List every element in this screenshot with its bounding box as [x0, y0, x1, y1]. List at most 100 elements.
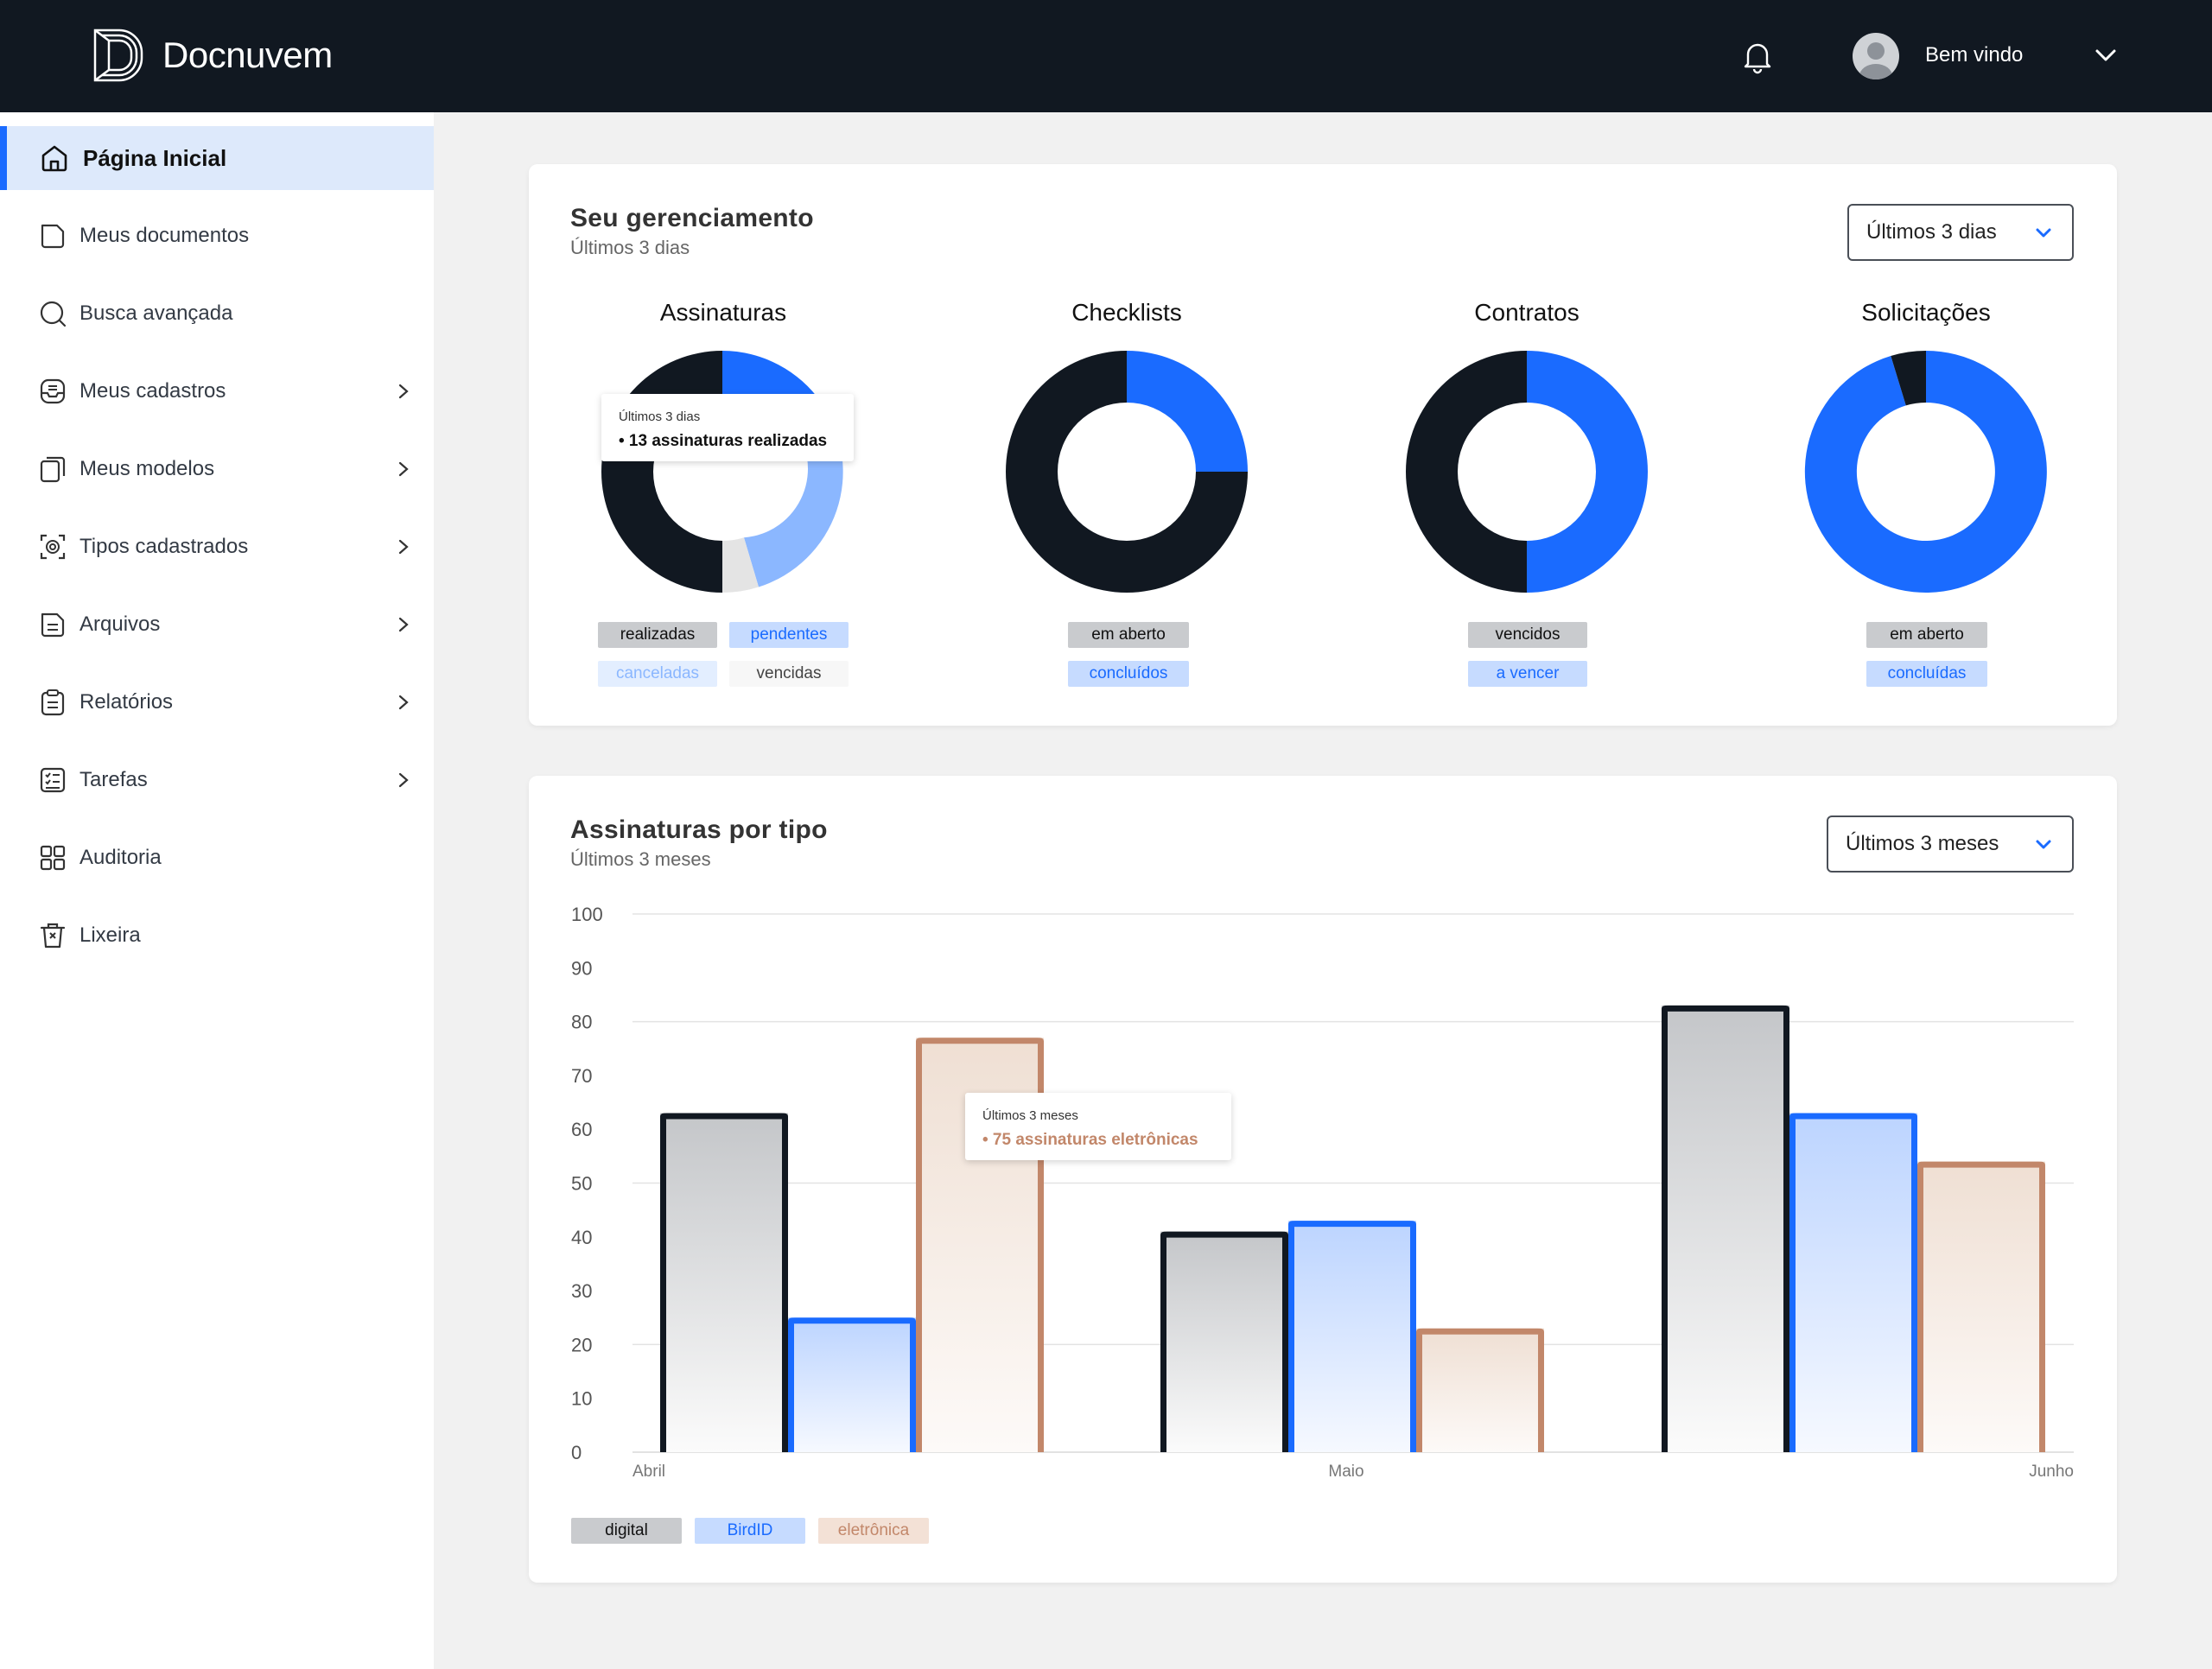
chevron-right-icon — [398, 384, 409, 399]
chevron-down-icon[interactable] — [2093, 45, 2119, 66]
donut-checklists[interactable] — [1001, 346, 1252, 597]
legend-vencidos[interactable]: vencidos — [1468, 622, 1587, 648]
user-icon — [1859, 42, 1892, 79]
bar-eletronica[interactable] — [1917, 1161, 2045, 1452]
legend-em-aberto[interactable]: em aberto — [1068, 622, 1189, 648]
bar-eletronica-outline — [1416, 1328, 1544, 1452]
sidebar-item-tipos-cadastrados[interactable]: Tipos cadastrados — [0, 515, 434, 579]
y-tick-label: 30 — [571, 1280, 592, 1302]
sidebar-item-tarefas[interactable]: Tarefas — [0, 748, 434, 812]
y-tick-label: 60 — [571, 1119, 592, 1140]
legend-eletronica[interactable]: eletrônica — [818, 1518, 929, 1544]
chevron-right-icon — [398, 617, 409, 632]
x-tick-label: Abril — [632, 1463, 665, 1481]
chevron-right-icon — [398, 461, 409, 477]
legend-a-vencer[interactable]: a vencer — [1468, 661, 1587, 687]
legend-concluidas[interactable]: concluídas — [1866, 661, 1987, 687]
slice-vencidos[interactable] — [1406, 351, 1527, 593]
trash-icon — [40, 923, 66, 949]
legend-pendentes[interactable]: pendentes — [729, 622, 849, 648]
sidebar-item-lixeira[interactable]: Lixeira — [0, 904, 434, 968]
slice-vencidas[interactable] — [722, 537, 759, 593]
sidebar-item-busca-avancada[interactable]: Busca avançada — [0, 282, 434, 346]
donut-solicitacoes[interactable] — [1801, 346, 2051, 597]
legend-canceladas[interactable]: canceladas — [598, 661, 717, 687]
bar-birdid[interactable] — [788, 1317, 916, 1452]
sidebar-item-label: Busca avançada — [79, 301, 233, 325]
donut-contratos[interactable] — [1402, 346, 1652, 597]
bell-icon[interactable] — [1742, 40, 1773, 74]
bar-digital-outline — [1662, 1005, 1789, 1452]
sidebar-item-label: Tarefas — [79, 768, 148, 791]
bar-eletronica[interactable] — [1416, 1328, 1544, 1452]
sidebar-item-meus-modelos[interactable]: Meus modelos — [0, 437, 434, 501]
inbox-icon — [40, 378, 66, 404]
slice-em-aberto[interactable] — [1891, 350, 1926, 406]
slice-concluidos[interactable] — [1127, 351, 1248, 472]
x-tick-label: Maio — [1328, 1463, 1363, 1481]
search-icon — [40, 301, 67, 327]
legend-birdid[interactable]: BirdID — [695, 1518, 805, 1544]
sidebar-item-label: Lixeira — [79, 923, 141, 947]
signatures-card: Assinaturas por tipo Últimos 3 meses Últ… — [529, 776, 2117, 1583]
sidebar-item-meus-cadastros[interactable]: Meus cadastros — [0, 359, 434, 423]
docnuvem-logo-icon — [93, 29, 143, 82]
period-select-value: Últimos 3 dias — [1866, 220, 1997, 244]
bar-birdid[interactable] — [1288, 1221, 1416, 1452]
bar-birdid-outline — [1789, 1113, 1917, 1452]
bar-tooltip: Últimos 3 meses • 75 assinaturas eletrôn… — [965, 1093, 1231, 1160]
sidebar-item-label: Meus modelos — [79, 457, 215, 480]
chevron-down-icon — [2036, 840, 2051, 849]
bar-birdid[interactable] — [1789, 1113, 1917, 1452]
legend-concluidos[interactable]: concluídos — [1068, 661, 1189, 687]
home-icon — [41, 145, 67, 172]
bar-eletronica-outline — [916, 1038, 1044, 1452]
legend-vencidas[interactable]: vencidas — [729, 661, 849, 687]
y-tick-label: 20 — [571, 1334, 592, 1355]
donut-tooltip: Últimos 3 dias • 13 assinaturas realizad… — [601, 394, 854, 461]
clipboard-icon — [41, 689, 65, 716]
bar-digital-outline — [1160, 1231, 1288, 1452]
sidebar-item-pagina-inicial[interactable]: Página Inicial — [0, 126, 434, 190]
sidebar-item-label: Auditoria — [79, 846, 162, 869]
sidebar-item-meus-documentos[interactable]: Meus documentos — [0, 204, 434, 268]
copy-icon — [40, 456, 66, 483]
slice-a-vencer[interactable] — [1527, 351, 1648, 593]
y-tick-label: 40 — [571, 1227, 592, 1248]
donut-title-assinaturas: Assinaturas — [659, 299, 787, 326]
sidebar-item-auditoria[interactable]: Auditoria — [0, 826, 434, 890]
bar-digital[interactable] — [1160, 1231, 1288, 1452]
period-select[interactable]: Últimos 3 dias — [1847, 204, 2074, 261]
bar-digital-outline — [660, 1113, 788, 1452]
avatar[interactable] — [1853, 33, 1899, 79]
period-select[interactable]: Últimos 3 meses — [1827, 815, 2074, 873]
document-icon — [41, 224, 65, 249]
checklist-icon — [40, 767, 66, 793]
slice-em-aberto[interactable] — [1006, 351, 1248, 593]
grid-icon — [40, 845, 66, 871]
slice-concluidas[interactable] — [1804, 351, 2047, 593]
slice-realizadas[interactable] — [601, 351, 722, 593]
sidebar-item-relatorios[interactable]: Relatórios — [0, 670, 434, 734]
sidebar-item-label: Arquivos — [79, 612, 161, 636]
donut-assinaturas[interactable] — [597, 346, 848, 597]
chevron-down-icon — [2036, 228, 2051, 238]
card-title: Seu gerenciamento — [570, 204, 814, 232]
bar-digital[interactable] — [660, 1113, 788, 1452]
bar-digital[interactable] — [1662, 1005, 1789, 1452]
y-tick-label: 70 — [571, 1065, 592, 1087]
sidebar-item-arquivos[interactable]: Arquivos — [0, 593, 434, 657]
brand[interactable]: Docnuvem — [93, 28, 333, 83]
tooltip-header: Últimos 3 meses — [982, 1108, 1078, 1123]
legend-realizadas[interactable]: realizadas — [598, 622, 717, 648]
chevron-right-icon — [398, 772, 409, 788]
x-tick-label: Junho — [2029, 1463, 2074, 1481]
y-tick-label: 50 — [571, 1173, 592, 1195]
legend-em-aberto[interactable]: em aberto — [1866, 622, 1987, 648]
bar-eletronica-outline — [1917, 1161, 2045, 1452]
top-bar: Docnuvem Bem vindo — [0, 0, 2212, 112]
sidebar-item-label: Meus cadastros — [79, 379, 226, 403]
tooltip-body: • 13 assinaturas realizadas — [619, 432, 828, 450]
legend-digital[interactable]: digital — [571, 1518, 682, 1544]
